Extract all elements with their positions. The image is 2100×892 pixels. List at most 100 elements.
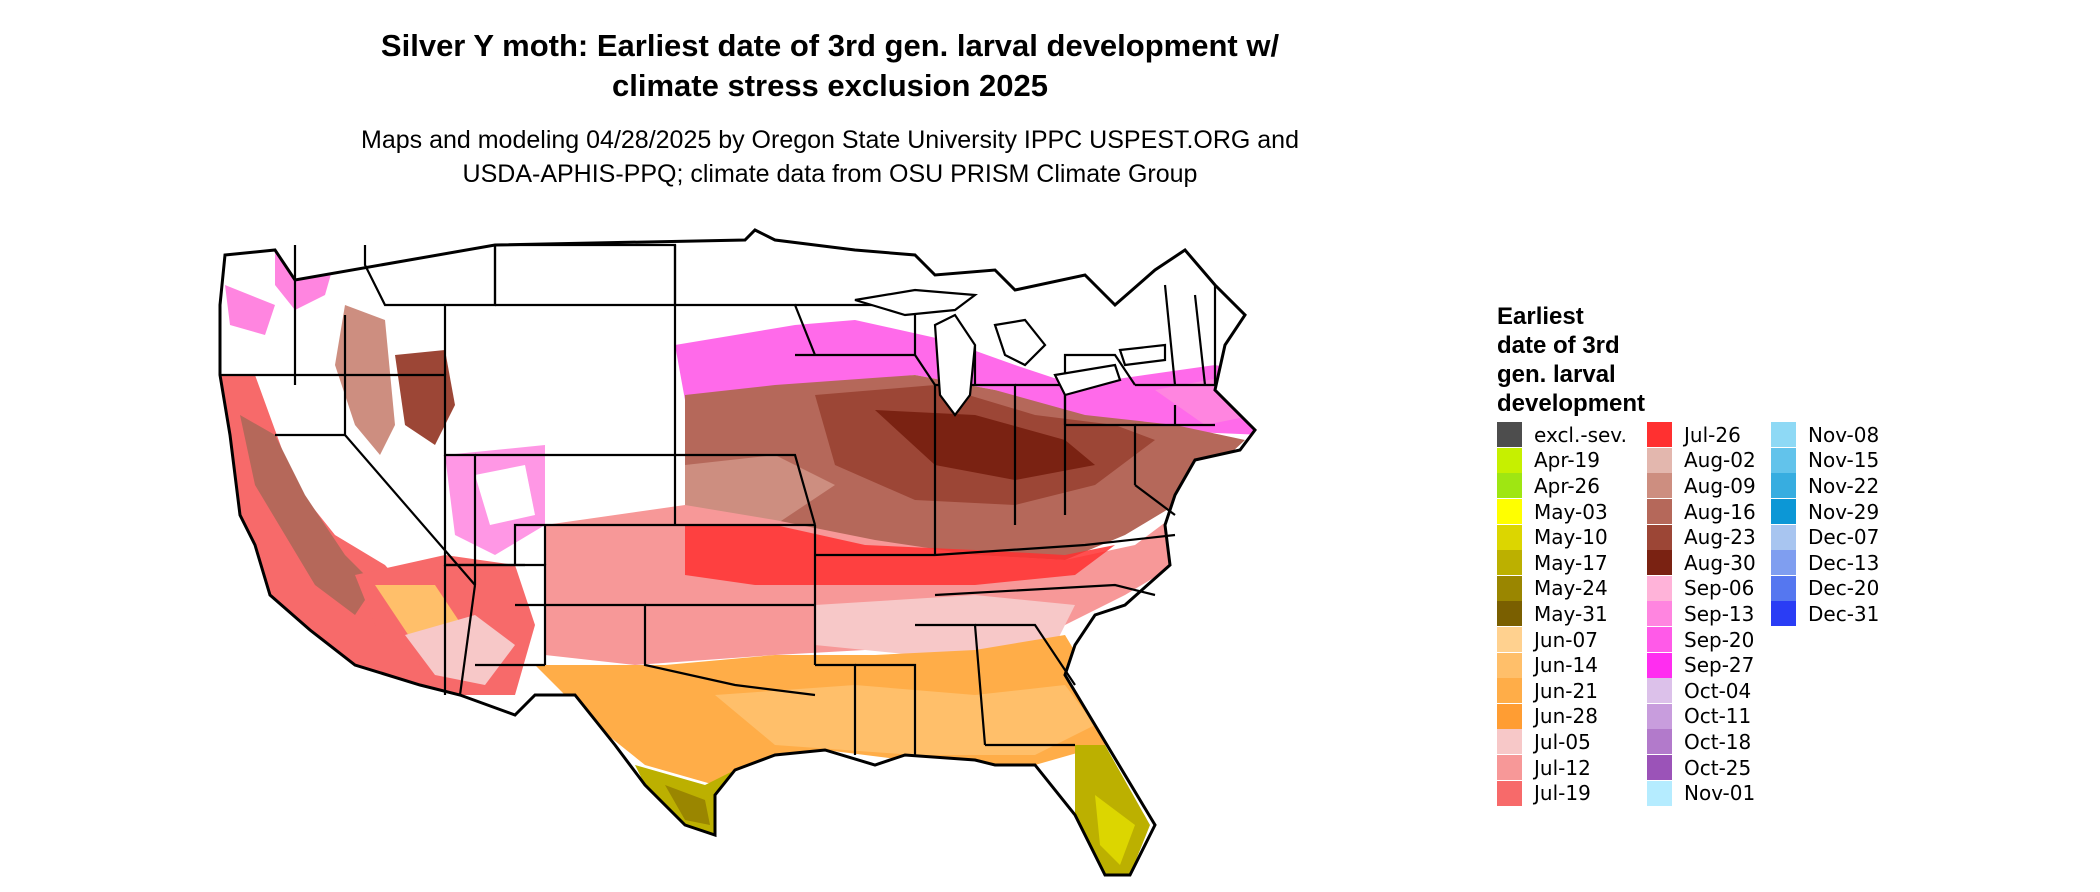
legend-swatch: [1497, 627, 1522, 653]
legend-swatch: [1497, 447, 1522, 473]
legend-item: Sep-06: [1647, 575, 1756, 602]
legend-item: Oct-25: [1647, 755, 1756, 781]
legend-title-line: date of 3rd: [1497, 332, 1620, 359]
legend-swatch: [1497, 755, 1522, 781]
legend-item: excl.-sev.: [1497, 422, 1627, 448]
us-map: [218, 228, 1257, 877]
legend-label: May-17: [1534, 550, 1608, 575]
legend-item: Aug-09: [1647, 473, 1756, 499]
legend-swatch: [1647, 729, 1672, 755]
legend-label: Jul-19: [1534, 781, 1591, 806]
legend-item: Nov-22: [1771, 473, 1879, 499]
legend-item: May-03: [1497, 499, 1627, 525]
legend-item: Jul-05: [1497, 729, 1627, 755]
legend-swatch: [1771, 550, 1796, 576]
map-subtitle: Maps and modeling 04/28/2025 by Oregon S…: [250, 123, 1410, 191]
legend-label: Sep-20: [1684, 627, 1755, 652]
legend-item: Aug-02: [1647, 447, 1756, 474]
legend-item: Aug-23: [1647, 524, 1756, 550]
legend-item: Dec-31: [1771, 601, 1879, 627]
title-line-1: Silver Y moth: Earliest date of 3rd gen.…: [380, 28, 1280, 63]
subtitle-line-1: Maps and modeling 04/28/2025 by Oregon S…: [361, 126, 1299, 154]
legend-label: Oct-18: [1684, 729, 1752, 754]
legend-label: May-03: [1534, 499, 1608, 524]
legend-label: Jul-05: [1534, 729, 1591, 754]
legend-swatch: [1647, 755, 1672, 781]
legend-item: Nov-29: [1771, 499, 1879, 525]
legend-column-3: Nov-08 Nov-15 Nov-22 Nov-29 Dec-07 Dec-13 Dec-…: [1771, 422, 1879, 627]
legend-label: Nov-08: [1808, 422, 1880, 447]
legend-column-2: Jul-26 Aug-02 Aug-09 Aug-16 Aug-23 Aug-30 Sep-…: [1647, 422, 1756, 806]
title-line-2: climate stress exclusion 2025: [612, 68, 1048, 103]
legend-swatch: [1497, 703, 1522, 729]
legend-swatch: [1497, 780, 1522, 806]
legend-item: Oct-11: [1647, 703, 1756, 730]
legend-swatch: [1647, 499, 1672, 525]
legend-swatch: [1497, 601, 1522, 627]
legend-label: Nov-01: [1684, 781, 1756, 806]
legend-item: Aug-30: [1647, 550, 1756, 576]
legend-title: Earliest date of 3rd gen. larval develop…: [1497, 302, 1697, 418]
legend-label: Jun-21: [1534, 678, 1598, 703]
legend-label: excl.-sev.: [1534, 422, 1627, 447]
legend-item: Aug-16: [1647, 499, 1756, 525]
legend-swatch: [1647, 550, 1672, 576]
legend-item: Sep-20: [1647, 627, 1756, 653]
legend-label: Dec-13: [1808, 550, 1880, 575]
legend-item: May-10: [1497, 524, 1627, 550]
legend-label: May-24: [1534, 576, 1608, 601]
legend-label: Oct-11: [1684, 704, 1752, 729]
legend-label: Aug-30: [1684, 550, 1756, 575]
legend-swatch: [1647, 627, 1672, 653]
state-boundaries: [220, 243, 1217, 755]
legend-label: Sep-06: [1684, 576, 1755, 601]
legend-swatch: [1647, 575, 1672, 601]
legend-column-1: excl.-sev. Apr-19 Apr-26 May-03 May-10 May-17…: [1497, 422, 1627, 806]
legend-swatch: [1497, 473, 1522, 499]
legend-label: Aug-02: [1684, 448, 1756, 473]
legend-swatch: [1497, 524, 1522, 550]
legend-item: Nov-15: [1771, 447, 1879, 474]
legend-swatch: [1497, 575, 1522, 601]
legend-swatch: [1497, 678, 1522, 704]
legend-swatch: [1497, 422, 1522, 448]
legend-swatch: [1647, 703, 1672, 729]
legend-title-line: gen. larval: [1497, 361, 1616, 388]
legend-item: May-17: [1497, 550, 1627, 576]
legend-swatch: [1771, 575, 1796, 601]
legend-label: May-31: [1534, 601, 1608, 626]
legend-item: Nov-08: [1771, 422, 1879, 448]
map-title: Silver Y moth: Earliest date of 3rd gen.…: [250, 26, 1410, 106]
legend-label: Dec-31: [1808, 601, 1880, 626]
legend-swatch: [1497, 550, 1522, 576]
legend-swatch: [1771, 447, 1796, 473]
legend-swatch: [1647, 422, 1672, 448]
legend-label: Oct-25: [1684, 755, 1752, 780]
legend-item: Sep-13: [1647, 601, 1756, 627]
legend-label: Jun-28: [1534, 704, 1598, 729]
legend-item: Oct-18: [1647, 729, 1756, 755]
legend-label: Nov-29: [1808, 499, 1880, 524]
legend-swatch: [1771, 473, 1796, 499]
legend-title-line: Earliest: [1497, 303, 1584, 330]
legend-label: Aug-09: [1684, 473, 1756, 498]
legend-item: May-24: [1497, 575, 1627, 602]
legend-swatch: [1497, 499, 1522, 525]
legend-item: Apr-19: [1497, 447, 1627, 474]
legend-label: Aug-16: [1684, 499, 1756, 524]
legend-swatch: [1497, 652, 1522, 678]
legend-label: Oct-04: [1684, 678, 1752, 703]
legend-swatch: [1647, 652, 1672, 678]
legend-swatch: [1771, 499, 1796, 525]
legend-item: Jul-19: [1497, 780, 1627, 806]
legend-label: Sep-27: [1684, 653, 1755, 678]
legend-item: Sep-27: [1647, 652, 1756, 678]
legend-label: Jul-12: [1534, 755, 1591, 780]
legend-swatch: [1647, 447, 1672, 473]
legend-item: Jun-21: [1497, 678, 1627, 704]
great-lakes: [854, 288, 1167, 417]
legend-item: Jun-07: [1497, 627, 1627, 653]
legend-label: Nov-22: [1808, 473, 1880, 498]
legend-item: Nov-01: [1647, 780, 1756, 806]
legend-item: Jul-26: [1647, 422, 1756, 448]
